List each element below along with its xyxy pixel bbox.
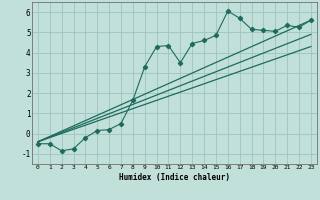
X-axis label: Humidex (Indice chaleur): Humidex (Indice chaleur) xyxy=(119,173,230,182)
